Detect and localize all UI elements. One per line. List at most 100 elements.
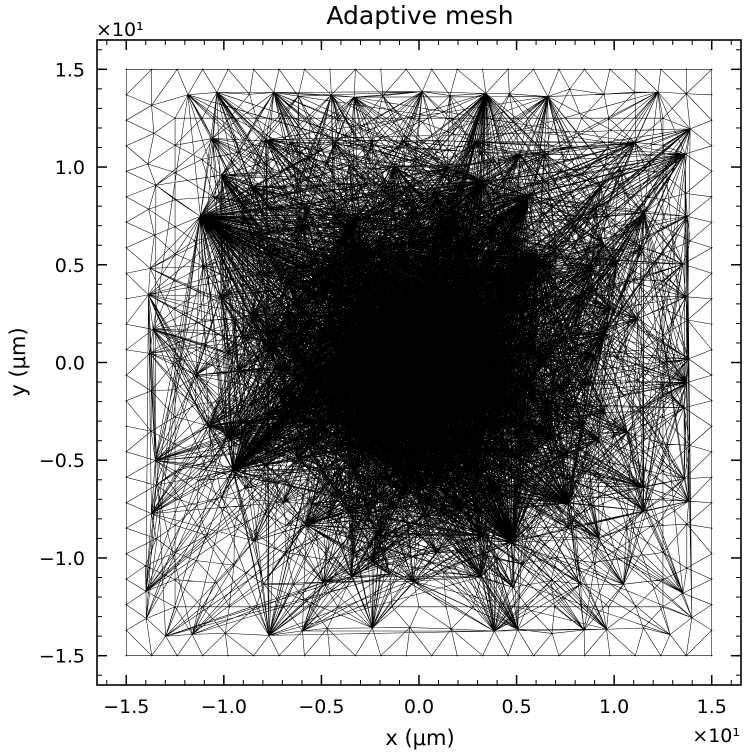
mesh-node — [334, 213, 336, 216]
mesh-node — [434, 484, 436, 486]
mesh-node — [412, 580, 415, 583]
mesh-node — [336, 377, 339, 379]
mesh-node — [305, 524, 307, 526]
mesh-node — [201, 68, 204, 71]
mesh-node — [640, 247, 642, 249]
mesh-node — [518, 482, 520, 485]
mesh-node — [403, 424, 405, 426]
mesh-node — [290, 417, 293, 419]
mesh-node — [411, 212, 414, 214]
mesh-node — [532, 450, 534, 453]
mesh-node — [387, 438, 389, 440]
mesh-node — [362, 311, 364, 313]
mesh-node — [317, 302, 320, 305]
mesh-node — [438, 284, 440, 287]
mesh-node — [386, 341, 388, 344]
mesh-node — [625, 226, 627, 228]
mesh-node — [463, 380, 465, 383]
mesh-node — [364, 300, 366, 302]
mesh-node — [351, 344, 354, 347]
mesh-node — [458, 246, 460, 248]
mesh-node — [435, 242, 438, 244]
mesh-node — [415, 307, 418, 310]
mesh-node — [187, 94, 189, 96]
mesh-node — [297, 95, 299, 97]
mesh-node — [354, 392, 356, 394]
mesh-node — [425, 261, 427, 263]
mesh-node — [500, 279, 502, 281]
mesh-node — [403, 322, 406, 325]
mesh-node — [468, 264, 470, 267]
mesh-node — [660, 68, 662, 71]
mesh-node — [447, 407, 450, 409]
mesh-node — [456, 654, 458, 657]
mesh-node — [333, 411, 335, 414]
mesh-node — [360, 443, 362, 446]
x-tick-label: −0.5 — [298, 696, 344, 718]
mesh-node — [374, 212, 376, 214]
mesh-node — [152, 328, 154, 331]
mesh-node — [494, 223, 496, 226]
mesh-node — [125, 323, 127, 325]
mesh-node — [324, 332, 326, 335]
mesh-node — [499, 606, 502, 608]
mesh-node — [451, 488, 453, 490]
plot-frame — [96, 39, 742, 686]
mesh-node — [363, 284, 366, 286]
mesh-node — [580, 294, 582, 296]
mesh-node — [480, 350, 482, 352]
mesh-node — [711, 502, 713, 504]
mesh-node — [685, 68, 687, 71]
mesh-node — [456, 68, 458, 71]
mesh-node — [662, 388, 664, 391]
mesh-node — [305, 206, 307, 209]
mesh-node — [125, 145, 127, 147]
mesh-node — [155, 537, 157, 540]
mesh-node — [361, 328, 363, 331]
mesh-node — [151, 654, 153, 657]
mesh-node — [198, 479, 200, 482]
mesh-node — [426, 346, 428, 348]
mesh-node — [328, 248, 330, 250]
mesh-node — [492, 156, 494, 159]
mesh-node — [404, 556, 406, 558]
mesh-node — [378, 382, 380, 385]
mesh-node — [265, 252, 268, 254]
mesh-node — [450, 326, 452, 328]
mesh-node — [238, 151, 241, 153]
mesh-node — [472, 606, 474, 608]
mesh-node — [389, 573, 391, 575]
mesh-node — [464, 356, 466, 358]
mesh-node — [526, 380, 528, 383]
mesh-node — [267, 207, 269, 209]
mesh-node — [689, 444, 691, 447]
mesh-node — [174, 334, 176, 337]
mesh-node — [435, 416, 438, 418]
mesh-node — [456, 281, 459, 283]
mesh-node — [501, 466, 503, 468]
mesh-node — [125, 119, 127, 122]
mesh-node — [337, 431, 340, 434]
mesh-node — [382, 95, 384, 97]
mesh-node — [643, 510, 645, 512]
mesh-node — [555, 247, 558, 249]
mesh-node — [662, 307, 664, 309]
mesh-node — [278, 392, 280, 395]
mesh-node — [252, 233, 254, 236]
mesh-node — [335, 303, 337, 305]
mesh-node — [508, 93, 511, 95]
mesh-node — [366, 181, 368, 183]
mesh-node — [711, 68, 713, 71]
mesh-node — [504, 387, 506, 389]
mesh-node — [634, 91, 636, 93]
mesh-node — [337, 467, 340, 470]
mesh-node — [711, 451, 713, 453]
mesh-node — [623, 192, 626, 194]
mesh-node — [457, 336, 459, 338]
mesh-node — [551, 632, 553, 635]
mesh-node — [463, 377, 466, 380]
mesh-node — [427, 420, 429, 422]
mesh-node — [449, 466, 452, 469]
mesh-node — [286, 313, 289, 315]
mesh-node — [386, 464, 388, 466]
